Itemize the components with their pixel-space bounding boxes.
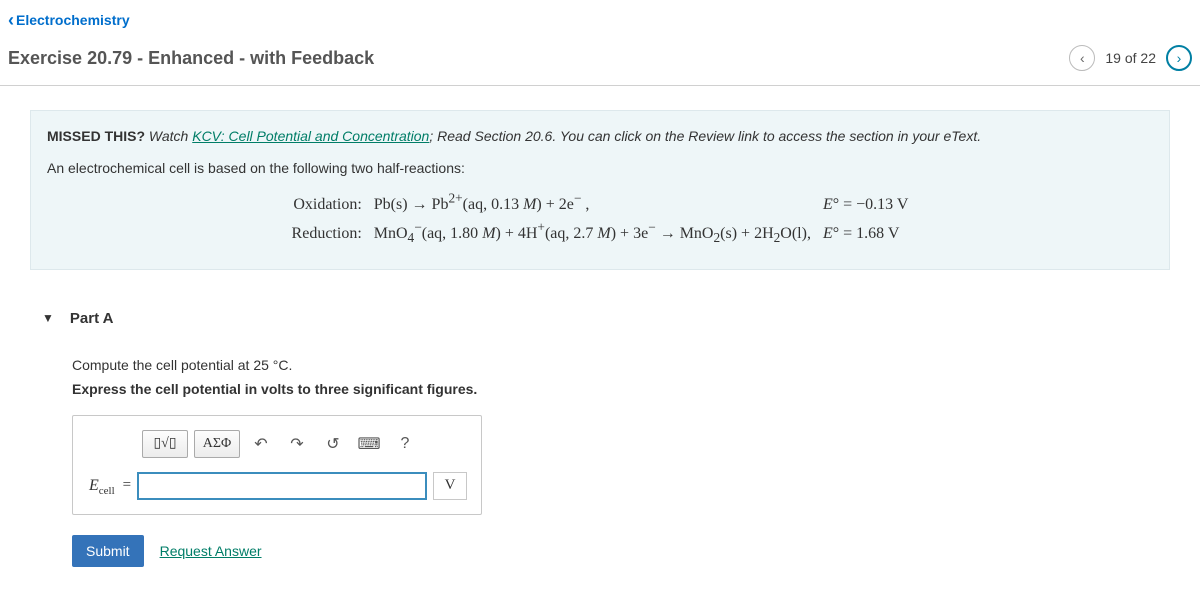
reset-button[interactable]: ↺: [318, 430, 348, 458]
instruction-2: Express the cell potential in volts to t…: [72, 381, 1170, 397]
request-answer-link[interactable]: Request Answer: [160, 543, 262, 559]
answer-input[interactable]: [137, 472, 427, 500]
next-button[interactable]: ›: [1166, 45, 1192, 71]
answer-toolbar: ▯√▯ ΑΣΦ ↶ ↷ ↺ ⌨ ?: [142, 430, 467, 458]
unit-label: V: [433, 472, 467, 500]
help-button[interactable]: ?: [390, 430, 420, 458]
ox-potential: E° = −0.13 V: [817, 190, 915, 220]
kcv-link[interactable]: KCV: Cell Potential and Concentration: [192, 128, 429, 144]
variable-label: Ecell: [87, 477, 117, 495]
pager: ‹ 19 of 22 ›: [1069, 45, 1192, 71]
part-header[interactable]: ▼ Part A: [30, 310, 1170, 327]
pager-text: 19 of 22: [1105, 50, 1156, 66]
missed-label: MISSED THIS?: [47, 128, 145, 144]
part-label: Part A: [70, 310, 114, 327]
watch-label: Watch: [149, 128, 188, 144]
read-text: ; Read Section 20.6. You can click on th…: [429, 128, 981, 144]
keyboard-button[interactable]: ⌨: [354, 430, 384, 458]
red-body: MnO4−(aq, 1.80 M) + 4H+(aq, 2.7 M) + 3e−…: [368, 219, 817, 249]
red-potential: E° = 1.68 V: [817, 219, 915, 249]
instruction-1: Compute the cell potential at 25 °C.: [72, 357, 1170, 373]
templates-button[interactable]: ▯√▯: [142, 430, 188, 458]
collapse-icon: ▼: [42, 311, 54, 325]
intro-box: MISSED THIS? Watch KCV: Cell Potential a…: [30, 110, 1170, 270]
exercise-title: Exercise 20.79 - Enhanced - with Feedbac…: [8, 48, 374, 69]
answer-box: ▯√▯ ΑΣΦ ↶ ↷ ↺ ⌨ ? Ecell = V: [72, 415, 482, 515]
ox-label: Oxidation:: [286, 190, 368, 220]
redo-button[interactable]: ↷: [282, 430, 312, 458]
red-label: Reduction:: [286, 219, 368, 249]
prev-button[interactable]: ‹: [1069, 45, 1095, 71]
undo-button[interactable]: ↶: [246, 430, 276, 458]
ox-body: Pb(s) → Pb2+(aq, 0.13 M) + 2e− ,: [368, 190, 817, 220]
back-link[interactable]: Electrochemistry: [8, 12, 130, 28]
equals-sign: =: [123, 477, 131, 494]
equations-table: Oxidation: Pb(s) → Pb2+(aq, 0.13 M) + 2e…: [286, 190, 915, 249]
submit-button[interactable]: Submit: [72, 535, 144, 567]
greek-button[interactable]: ΑΣΦ: [194, 430, 240, 458]
setup-text: An electrochemical cell is based on the …: [47, 157, 1153, 179]
